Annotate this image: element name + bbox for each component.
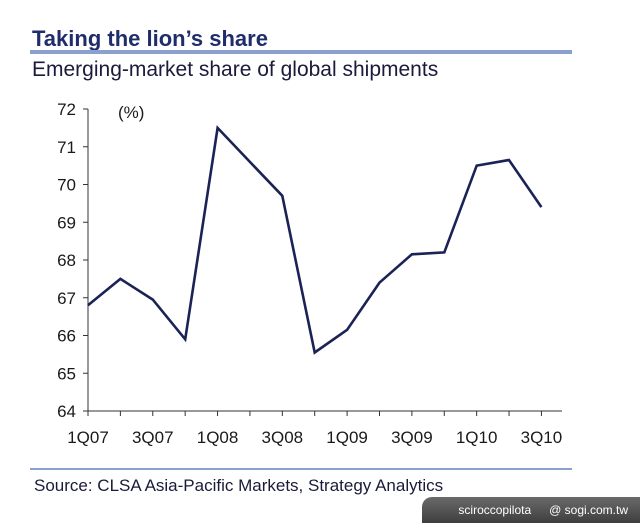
y-tick-label: 65 [57, 364, 76, 383]
chart-series [87, 125, 543, 355]
chart-title: Taking the lion’s share [32, 26, 268, 51]
y-tick-label: 67 [57, 289, 76, 308]
chart-axes [83, 108, 562, 416]
series-line [87, 125, 543, 355]
watermark-user: sciroccopilota [458, 503, 532, 517]
x-tick-label: 1Q07 [67, 428, 109, 447]
y-tick-label: 64 [57, 402, 76, 421]
y-tick-label: 66 [57, 327, 76, 346]
title-divider [30, 50, 572, 54]
y-tick-label: 68 [57, 251, 76, 270]
watermark-site: @ sogi.com.tw [549, 503, 628, 517]
y-tick-label: 69 [57, 213, 76, 232]
y-tick-label: 71 [57, 138, 76, 157]
watermark-bar: sciroccopilota @ sogi.com.tw [422, 497, 640, 523]
x-tick-label: 3Q07 [132, 428, 174, 447]
y-tick-label: 70 [57, 176, 76, 195]
source-note: Source: CLSA Asia-Pacific Markets, Strat… [34, 476, 444, 495]
chart-subtitle: Emerging-market share of global shipment… [32, 58, 439, 81]
x-tick-label: 3Q10 [521, 428, 563, 447]
y-tick-label: 72 [57, 100, 76, 119]
x-tick-labels: 1Q07 3Q07 1Q08 3Q08 1Q09 3Q09 1Q10 3Q10 [67, 428, 562, 447]
x-tick-label: 1Q08 [197, 428, 239, 447]
x-tick-label: 1Q10 [456, 428, 498, 447]
x-tick-label: 3Q08 [262, 428, 304, 447]
y-unit-label: (%) [118, 103, 144, 122]
x-tick-label: 3Q09 [391, 428, 433, 447]
y-tick-labels: 64 65 66 67 68 69 70 71 72 [57, 100, 76, 421]
x-tick-label: 1Q09 [326, 428, 368, 447]
footer-divider [30, 468, 572, 470]
